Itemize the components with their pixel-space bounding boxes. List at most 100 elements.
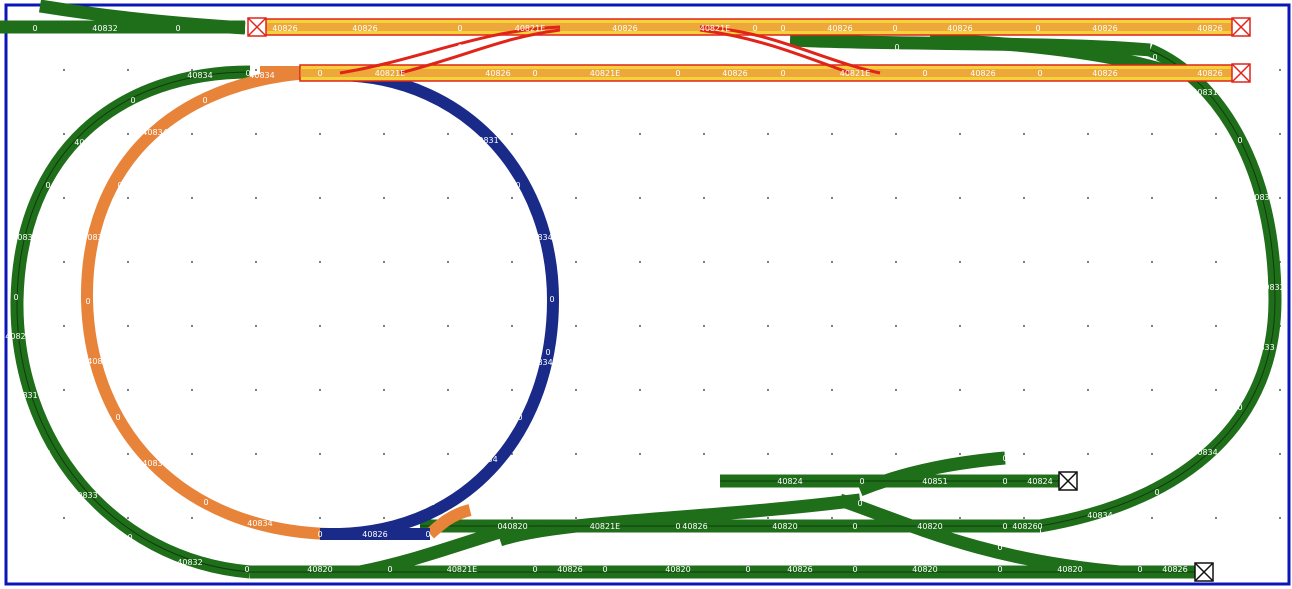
- track-counter-label: 0: [715, 477, 720, 486]
- track-counter-label: 0: [1037, 522, 1042, 531]
- track-part-label: 40851: [922, 477, 947, 486]
- track-counter-label: 0: [517, 413, 522, 422]
- track-part-label: 40820: [307, 565, 332, 574]
- grid-dot: [447, 261, 449, 263]
- grid-dot: [767, 389, 769, 391]
- track-part-label: 40826: [1197, 24, 1222, 33]
- track-part-label: 40834: [249, 71, 274, 80]
- grid-dot: [127, 325, 129, 327]
- grid-dot: [383, 517, 385, 519]
- grid-dot: [319, 517, 321, 519]
- grid-dot: [767, 453, 769, 455]
- track-counter-label: 0: [675, 522, 680, 531]
- grid-dot: [1279, 453, 1281, 455]
- track-counter-label: 0: [922, 69, 927, 78]
- grid-dot: [831, 197, 833, 199]
- grid-dot: [319, 261, 321, 263]
- grid-dot: [1087, 197, 1089, 199]
- grid-dot: [895, 133, 897, 135]
- grid-dot: [127, 453, 129, 455]
- track-part-label: 40832: [177, 558, 202, 567]
- track-part-label: 40833: [74, 138, 99, 147]
- grid-dot: [895, 325, 897, 327]
- grid-dot: [191, 325, 193, 327]
- grid-dot: [127, 517, 129, 519]
- grid-dot: [1087, 325, 1089, 327]
- grid-dot: [767, 325, 769, 327]
- grid-dot: [127, 69, 129, 71]
- track-counter-label: 0: [780, 24, 785, 33]
- grid-dot: [255, 69, 257, 71]
- green-track-outline: [16, 49, 1276, 573]
- track-counter-label: 0: [859, 477, 864, 486]
- grid-dot: [511, 197, 513, 199]
- track-counter-label: 0: [497, 522, 502, 531]
- track-counter-label: 0: [1137, 565, 1142, 574]
- track-counter-label: 0: [457, 24, 462, 33]
- grid-dot: [1087, 389, 1089, 391]
- grid-dot: [767, 197, 769, 199]
- grid-dot: [383, 453, 385, 455]
- grid-dot: [703, 133, 705, 135]
- track-counter-label: 0: [997, 565, 1002, 574]
- track-counter-label: 0: [549, 295, 554, 304]
- grid-dot: [383, 325, 385, 327]
- grid-dot: [447, 197, 449, 199]
- track-counter-label: 0: [430, 498, 435, 507]
- track-part-label: 40834: [87, 357, 112, 366]
- grid-dot: [767, 133, 769, 135]
- grid-dot: [895, 389, 897, 391]
- grid-dot: [63, 261, 65, 263]
- grid-dot: [639, 261, 641, 263]
- grid-dot: [575, 133, 577, 135]
- track-counter-label: 0: [532, 543, 537, 552]
- track-counter-label: 0: [602, 565, 607, 574]
- grid-dot: [255, 197, 257, 199]
- grid-dot: [511, 389, 513, 391]
- grid-dots: [63, 69, 1281, 519]
- grid-dot: [959, 517, 961, 519]
- grid-dot: [1087, 133, 1089, 135]
- track-part-label: 40826: [947, 24, 972, 33]
- track-part-label: 40821E: [447, 565, 478, 574]
- grid-dot: [319, 133, 321, 135]
- track-part-label: 40833: [1249, 343, 1274, 352]
- grid-dot: [1215, 133, 1217, 135]
- track-part-label: 40834: [1087, 511, 1112, 520]
- track-part-label: 40824: [777, 477, 802, 486]
- track-counter-label: 0: [85, 297, 90, 306]
- track-counter-label: 0: [245, 69, 250, 78]
- grid-dot: [383, 389, 385, 391]
- grid-dot: [511, 325, 513, 327]
- track-part-label: 40826: [612, 24, 637, 33]
- green-track-loop: [0, 0, 1282, 579]
- track-part-label: 40820: [772, 522, 797, 531]
- track-counter-label: 0: [532, 565, 537, 574]
- grid-dot: [319, 325, 321, 327]
- grid-dot: [63, 389, 65, 391]
- track-part-label: 40826: [682, 522, 707, 531]
- track-part-label: 40820: [912, 565, 937, 574]
- track-part-label: 40826: [827, 24, 852, 33]
- track-part-label: 40834: [1192, 448, 1217, 457]
- grid-dot: [959, 453, 961, 455]
- track-counter-label: 0: [203, 498, 208, 507]
- grid-dot: [703, 453, 705, 455]
- grid-dot: [575, 453, 577, 455]
- track-counter-label: 0: [317, 530, 322, 539]
- grid-dot: [1151, 517, 1153, 519]
- grid-dot: [959, 325, 961, 327]
- track-part-label: 40826: [485, 69, 510, 78]
- track-part-label: 40822: [5, 332, 30, 341]
- track-counter-label: 0: [115, 413, 120, 422]
- track-counter-label: 0: [45, 449, 50, 458]
- grid-dot: [63, 133, 65, 135]
- grid-dot: [831, 261, 833, 263]
- blue-track-circle: [320, 69, 560, 540]
- grid-dot: [639, 197, 641, 199]
- grid-dot: [63, 69, 65, 71]
- grid-dot: [1215, 261, 1217, 263]
- track-counter-label: 0: [1002, 477, 1007, 486]
- track-part-label: 40834: [142, 128, 167, 137]
- grid-dot: [447, 325, 449, 327]
